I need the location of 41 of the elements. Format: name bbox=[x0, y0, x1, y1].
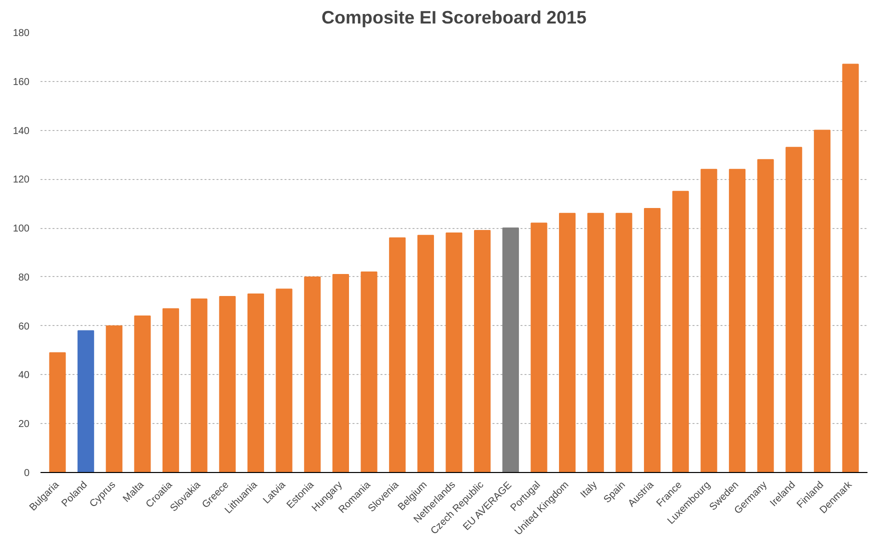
y-tick-label: 180 bbox=[12, 28, 30, 39]
bar bbox=[728, 168, 746, 472]
chart-title: Composite EI Scoreboard 2015 bbox=[321, 8, 587, 28]
bar bbox=[474, 230, 491, 472]
y-tick-label: 100 bbox=[12, 224, 30, 235]
bar bbox=[276, 288, 292, 472]
x-tick-label: Italy bbox=[578, 480, 600, 500]
y-tick-label: 60 bbox=[18, 321, 30, 332]
y-tick-label: 140 bbox=[12, 126, 30, 137]
y-tick-label: 20 bbox=[18, 419, 30, 430]
bar bbox=[502, 228, 519, 472]
bar bbox=[304, 276, 321, 472]
bar bbox=[786, 146, 802, 472]
bar bbox=[672, 190, 689, 472]
bar bbox=[134, 316, 151, 472]
bar bbox=[644, 208, 661, 472]
bar bbox=[757, 159, 774, 472]
bar bbox=[247, 294, 264, 472]
y-tick-label: 0 bbox=[24, 468, 30, 479]
bar bbox=[814, 130, 830, 472]
bar bbox=[190, 298, 208, 472]
bar bbox=[106, 325, 122, 472]
bar bbox=[78, 330, 94, 472]
bar bbox=[842, 64, 859, 472]
bar bbox=[332, 274, 349, 472]
y-tick-label: 160 bbox=[12, 76, 30, 88]
bar bbox=[219, 296, 236, 472]
bar bbox=[559, 212, 576, 472]
bar bbox=[49, 352, 66, 472]
bar bbox=[162, 308, 180, 472]
y-tick-label: 40 bbox=[18, 370, 30, 382]
bar bbox=[446, 232, 462, 472]
bar bbox=[530, 222, 548, 472]
y-tick-label: 120 bbox=[12, 174, 30, 186]
bar bbox=[616, 212, 632, 472]
bar bbox=[417, 234, 434, 472]
y-tick-label: 80 bbox=[18, 272, 30, 284]
bar bbox=[700, 168, 718, 472]
bar bbox=[587, 212, 604, 472]
bar bbox=[360, 272, 378, 472]
bar bbox=[389, 237, 406, 472]
